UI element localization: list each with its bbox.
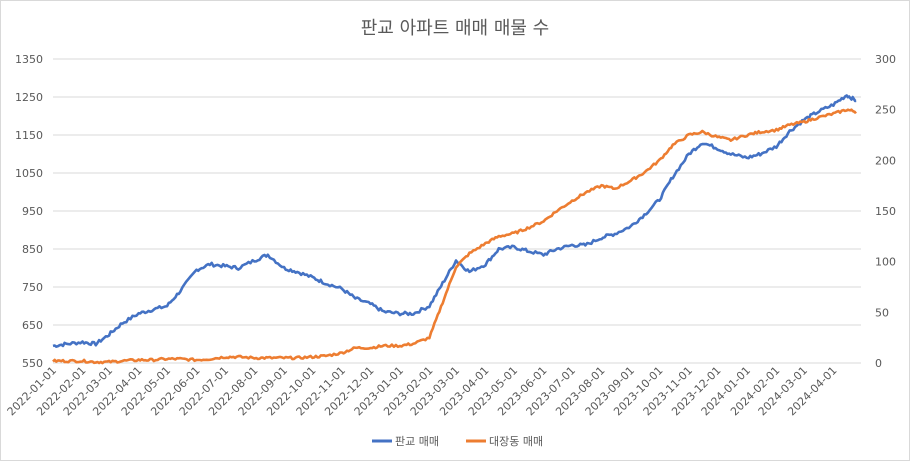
left-y-tick-label: 1350 <box>15 53 43 66</box>
right-y-tick-label: 100 <box>875 256 896 269</box>
legend: 판교 매매 대장동 매매 <box>372 435 543 448</box>
left-y-tick-label: 550 <box>22 357 43 370</box>
right-y-tick-label: 50 <box>875 306 889 319</box>
series-line-2 <box>52 108 857 365</box>
right-y-axis: 0 50 100 150 200 250 300 <box>875 53 896 370</box>
left-y-tick-label: 850 <box>22 243 43 256</box>
gridlines <box>53 58 861 364</box>
legend-label: 판교 매매 <box>395 435 439 448</box>
series-line-1 <box>52 94 857 348</box>
left-y-tick-label: 950 <box>22 205 43 218</box>
series-lines <box>52 94 857 365</box>
legend-label: 대장동 매매 <box>489 435 543 448</box>
right-y-tick-label: 300 <box>875 53 896 66</box>
right-y-tick-label: 200 <box>875 154 896 167</box>
left-y-tick-label: 650 <box>22 319 43 332</box>
left-y-tick-label: 1250 <box>15 91 43 104</box>
right-y-tick-label: 150 <box>875 205 896 218</box>
left-y-tick-label: 1050 <box>15 167 43 180</box>
right-y-tick-label: 250 <box>875 104 896 117</box>
x-axis: 2022-01-012022-02-012022-03-012022-04-01… <box>5 362 861 418</box>
chart-title: 판교 아파트 매매 매물 수 <box>361 18 550 39</box>
left-y-tick-label: 1150 <box>15 129 43 142</box>
left-y-tick-label: 750 <box>22 281 43 294</box>
right-y-tick-label: 0 <box>875 357 882 370</box>
left-y-axis: 550 650 750 850 950 1050 1150 1250 1350 <box>15 53 43 370</box>
